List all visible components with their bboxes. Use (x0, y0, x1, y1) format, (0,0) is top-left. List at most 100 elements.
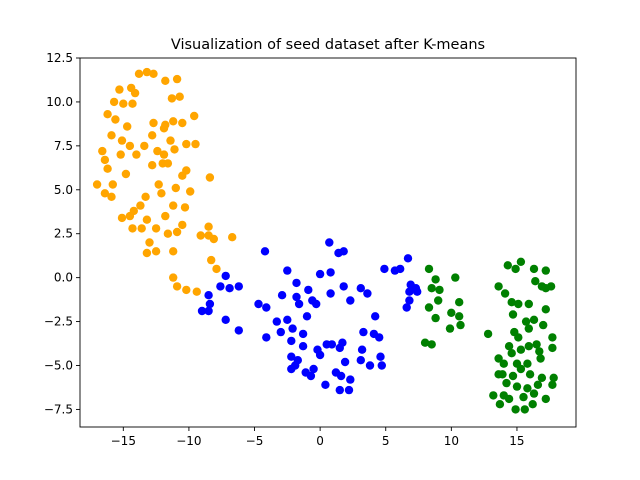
data-point (335, 385, 344, 395)
y-tick-label: 0.0 (54, 271, 73, 285)
data-point (153, 146, 162, 156)
data-point (339, 282, 348, 291)
data-point (549, 373, 558, 382)
x-tick-label: 10 (444, 434, 459, 448)
data-point (178, 220, 187, 230)
data-point (115, 85, 124, 94)
data-point (125, 141, 135, 151)
data-point (148, 161, 157, 170)
data-point (172, 227, 182, 237)
data-point (524, 342, 533, 351)
data-point (512, 382, 522, 391)
data-point (172, 74, 182, 84)
y-tick-label: 10.0 (46, 95, 73, 109)
data-point (169, 117, 178, 126)
data-point (103, 110, 112, 119)
data-point (516, 257, 526, 266)
data-point (315, 269, 325, 279)
data-point (172, 282, 182, 291)
data-point (508, 371, 518, 381)
data-point (117, 136, 127, 145)
data-point (204, 222, 213, 231)
data-point (312, 299, 321, 309)
data-point (145, 238, 154, 247)
x-axis: −15 −10 −5 0 5 10 15 (111, 427, 525, 448)
x-tick-label: −5 (246, 434, 264, 448)
data-point (298, 329, 308, 339)
data-point (234, 326, 243, 335)
data-point (541, 284, 550, 293)
data-point (507, 298, 516, 307)
data-point (535, 347, 544, 356)
data-point (166, 136, 175, 145)
data-point (338, 338, 347, 347)
data-point (180, 203, 190, 212)
data-point (234, 282, 243, 291)
data-point (186, 187, 195, 196)
data-point (100, 155, 110, 165)
data-point (528, 400, 537, 409)
data-point (125, 211, 135, 221)
data-point (109, 97, 119, 107)
data-point (524, 324, 533, 333)
data-point (204, 291, 213, 300)
y-tick-label: 2.5 (54, 227, 73, 241)
data-point (277, 291, 287, 300)
data-point (167, 94, 177, 103)
data-point (182, 139, 191, 149)
data-point (169, 247, 178, 256)
data-point (212, 264, 221, 274)
data-point (531, 277, 540, 286)
data-point (536, 354, 545, 363)
data-point (309, 364, 318, 374)
data-point (192, 287, 201, 296)
data-point (221, 271, 230, 281)
data-point (529, 389, 539, 398)
data-point (336, 371, 346, 381)
data-point (142, 67, 152, 77)
data-point (427, 284, 436, 293)
data-point (483, 329, 493, 339)
data-point (514, 333, 523, 342)
data-point (511, 405, 520, 414)
x-tick-label: 0 (316, 434, 324, 448)
data-point (424, 303, 434, 312)
data-point (375, 333, 384, 342)
data-point (163, 159, 173, 168)
data-point (159, 124, 169, 133)
data-point (159, 150, 169, 159)
data-point (315, 350, 325, 360)
data-point (142, 248, 152, 258)
data-point (339, 247, 348, 256)
data-point (287, 336, 296, 346)
data-point (161, 76, 170, 86)
data-point (111, 115, 120, 124)
data-point (175, 92, 184, 101)
data-point (283, 266, 292, 275)
data-point (451, 273, 460, 282)
data-point (529, 264, 539, 274)
data-point (298, 342, 308, 351)
data-point (390, 266, 400, 275)
data-point (134, 69, 144, 79)
data-point (170, 145, 179, 154)
data-point (209, 234, 218, 244)
data-point (197, 306, 207, 316)
data-point (151, 224, 161, 233)
data-point (402, 303, 411, 312)
data-point (532, 340, 541, 349)
data-point (523, 384, 532, 393)
data-point (121, 169, 131, 179)
data-point (363, 289, 372, 298)
data-point (537, 373, 547, 382)
data-point (514, 299, 523, 309)
data-point (326, 289, 335, 298)
data-point (431, 313, 440, 323)
data-point (292, 278, 301, 288)
data-point (136, 201, 145, 210)
y-tick-label: 12.5 (46, 51, 73, 65)
data-point (196, 231, 205, 240)
data-point (494, 282, 503, 291)
data-point (548, 343, 557, 353)
